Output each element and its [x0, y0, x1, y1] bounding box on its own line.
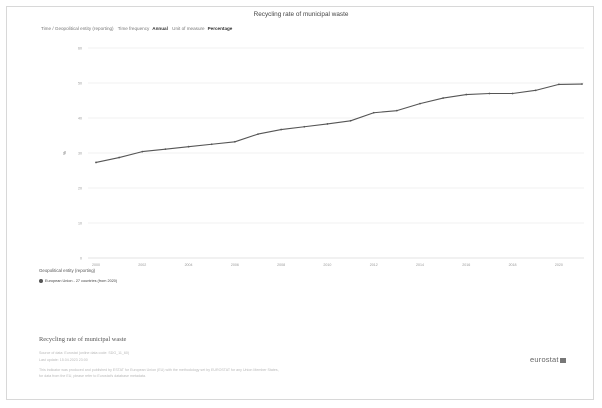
data-point[interactable] [187, 145, 190, 148]
footer-title: Recycling rate of municipal waste [39, 336, 127, 343]
x-tick-label: 2004 [185, 263, 193, 267]
chart-meta: Time / Geopolitical entity (reporting) T… [41, 26, 232, 31]
y-axis-label: % [62, 151, 67, 155]
data-point[interactable] [395, 109, 398, 112]
flag-icon [559, 357, 566, 363]
data-point[interactable] [511, 92, 514, 95]
footer-updated: Last update: 15.04.2023 23:00 [39, 358, 88, 362]
data-point[interactable] [581, 83, 583, 85]
footer-note-1: This indicator was produced and publishe… [39, 368, 279, 372]
data-point[interactable] [488, 92, 491, 95]
meta-value-unit: Percentage [207, 26, 233, 31]
y-tick-label: 50 [78, 81, 82, 85]
data-point[interactable] [465, 93, 468, 96]
x-tick-label: 2000 [92, 263, 100, 267]
grid-layer [88, 47, 584, 259]
x-tick-label: 2014 [416, 263, 424, 267]
data-point[interactable] [118, 156, 121, 159]
meta-value-frequency: Annual [152, 26, 168, 31]
y-tick-label: 0 [80, 256, 82, 260]
data-point[interactable] [557, 83, 560, 86]
x-tick-label: 2020 [555, 263, 563, 267]
data-point[interactable] [141, 150, 144, 153]
x-tick-label: 2018 [509, 263, 517, 267]
data-point[interactable] [326, 123, 329, 125]
x-tick-label: 2016 [462, 263, 470, 267]
x-tick-layer: 2000 2002 2004 2006 2008 2010 2012 2014 2016 2018… [92, 263, 563, 267]
data-point[interactable] [164, 148, 167, 151]
eurostat-logo[interactable]: eurostat [530, 355, 566, 364]
chart-title: Recycling rate of municipal waste [253, 11, 349, 18]
legend-title: Geopolitical entity (reporting) [39, 268, 96, 273]
chart-frame [6, 6, 594, 400]
x-tick-label: 2010 [323, 263, 331, 267]
meta-label-frequency: Time frequency [117, 26, 150, 31]
legend-item-label: European Union - 27 countries (from 2020… [45, 279, 118, 283]
data-point[interactable] [233, 140, 236, 143]
y-tick-label: 30 [78, 151, 82, 155]
data-point[interactable] [95, 161, 97, 164]
data-point[interactable] [372, 111, 375, 114]
data-point[interactable] [349, 119, 352, 122]
legend-swatch [39, 279, 43, 283]
data-point[interactable] [442, 97, 445, 99]
data-point[interactable] [534, 89, 537, 92]
data-point[interactable] [419, 102, 421, 105]
y-tick-label: 20 [78, 186, 82, 190]
logo-text: eurostat [530, 355, 559, 364]
x-tick-label: 2008 [277, 263, 285, 267]
footer-source: Source of data: Eurostat (online data co… [39, 351, 130, 355]
data-point[interactable] [280, 128, 283, 131]
y-tick-label: 10 [78, 221, 82, 225]
footer-note-2: for data from the EU, please refer to Eu… [39, 374, 146, 378]
meta-label-unit: Unit of measure [172, 26, 205, 31]
data-point[interactable] [303, 125, 306, 128]
meta-label-dimensions: Time / Geopolitical entity (reporting) [41, 26, 114, 31]
data-point[interactable] [257, 133, 259, 136]
point-layer [95, 83, 583, 164]
x-tick-label: 2002 [138, 263, 146, 267]
series-line-eu27 [95, 83, 583, 163]
data-point[interactable] [210, 143, 213, 146]
y-tick-label: 40 [78, 116, 82, 120]
y-tick-layer: 0 10 20 30 40 50 60 [78, 46, 82, 260]
x-tick-label: 2006 [231, 263, 239, 267]
x-tick-label: 2012 [370, 263, 378, 267]
y-tick-label: 60 [78, 46, 82, 50]
legend-item-eu27[interactable]: European Union - 27 countries (from 2020… [39, 279, 117, 283]
